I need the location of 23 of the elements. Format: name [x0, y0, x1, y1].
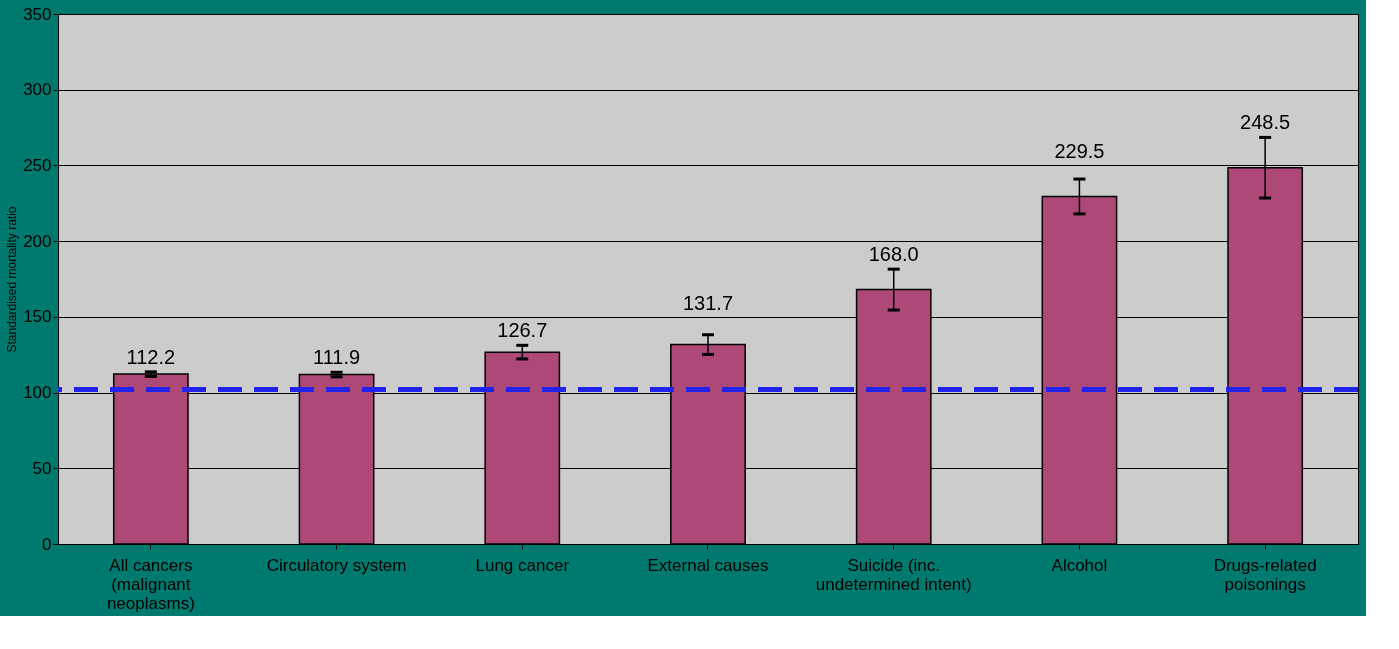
data-label: 126.7: [497, 319, 548, 342]
x-tick-label: Alcohol: [1051, 555, 1108, 575]
data-label: 111.9: [313, 346, 361, 369]
data-label: 248.5: [1240, 111, 1291, 134]
data-label: 112.2: [126, 345, 176, 368]
y-tick-label: 0: [42, 534, 52, 554]
y-tick-label: 250: [23, 155, 52, 175]
x-tick-label: Suicide (inc. undetermined intent): [815, 555, 972, 594]
x-tick-label: Circulatory system: [266, 555, 407, 575]
x-tick-label: Drugs-related poisonings: [1213, 555, 1317, 594]
y-tick-label: 150: [23, 307, 52, 327]
y-tick-label: 50: [32, 458, 52, 478]
x-tick-label: All cancers (malignant neoplasms): [106, 555, 195, 613]
x-tick-label: External causes: [647, 555, 769, 575]
y-tick-label: 200: [23, 231, 52, 251]
y-axis-title: Standardised mortality ratio: [5, 206, 20, 353]
data-label: 131.7: [682, 291, 734, 314]
data-label: 168.0: [868, 243, 919, 266]
x-tick-label: Lung cancer: [475, 555, 570, 575]
y-tick-label: 350: [23, 4, 52, 24]
y-tick-label: 300: [23, 80, 52, 100]
y-tick-label: 100: [23, 383, 52, 403]
data-label: 229.5: [1054, 140, 1105, 163]
